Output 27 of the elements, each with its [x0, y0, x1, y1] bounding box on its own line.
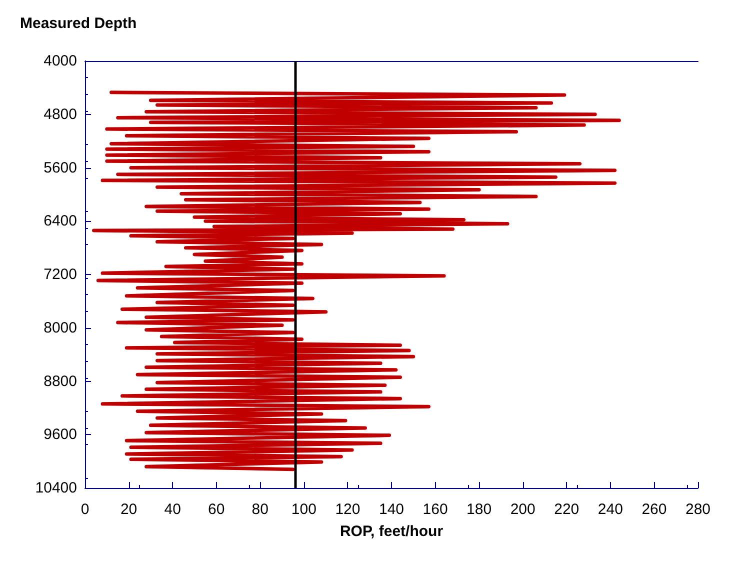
x-tick-label: 80 — [252, 501, 268, 518]
x-tick-label: 0 — [80, 501, 90, 518]
y-tick-label: 4000 — [44, 52, 77, 70]
y-tick-label: 7200 — [44, 266, 77, 283]
y-tick-label: 4800 — [44, 106, 77, 123]
x-tick-label: 220 — [554, 501, 580, 518]
y-tick-label: 8000 — [44, 319, 77, 336]
x-tick-label: 160 — [422, 501, 448, 518]
x-tick-label: 120 — [335, 501, 360, 518]
x-tick-label: 60 — [208, 501, 225, 518]
x-tick-label: 260 — [642, 501, 667, 518]
y-tick-label: 6400 — [44, 212, 77, 230]
x-tick-label: 100 — [291, 501, 316, 518]
x-tick-label: 180 — [466, 501, 492, 518]
x-tick-label: 140 — [378, 501, 404, 518]
y-tick-label: 8800 — [44, 372, 77, 390]
x-tick-label: 240 — [598, 501, 623, 518]
y-tick-label: 5600 — [44, 159, 77, 176]
x-tick-label: 20 — [120, 501, 138, 518]
y-axis-title: Measured Depth — [20, 15, 137, 32]
y-tick-label: 10400 — [35, 480, 77, 496]
x-tick-label: 200 — [510, 501, 536, 518]
x-axis-title: ROP, feet/hour — [340, 523, 444, 540]
y-tick-label: 9600 — [44, 426, 77, 444]
line-series — [92, 90, 621, 472]
x-tick-label: 280 — [685, 501, 711, 518]
x-tick-label: 40 — [164, 501, 181, 518]
